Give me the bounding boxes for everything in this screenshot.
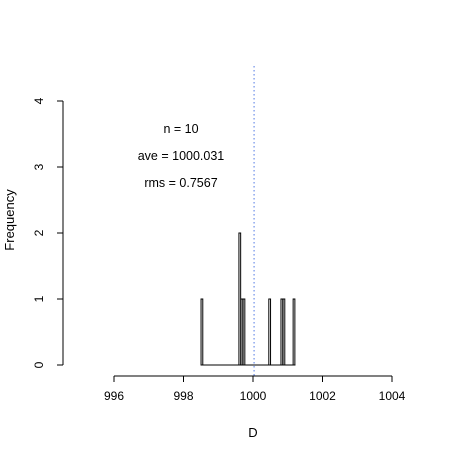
x-axis-label: D: [248, 425, 257, 440]
annotation-rms: rms = 0.7567: [144, 176, 217, 190]
x-tick-label: 996: [104, 389, 124, 403]
histogram-bar: [200, 298, 204, 366]
x-tick-label: 1002: [309, 389, 336, 403]
x-tick-label: 998: [173, 389, 193, 403]
histogram-bars: [200, 232, 296, 366]
histogram-bar: [292, 298, 296, 366]
histogram-bar: [282, 298, 286, 366]
y-tick-label: 0: [32, 361, 46, 368]
x-tick-label: 1000: [240, 389, 267, 403]
y-axis-label: Frequency: [2, 189, 17, 251]
y-tick-label: 2: [32, 229, 46, 236]
y-tick-label: 1: [32, 295, 46, 302]
histogram-bar: [240, 298, 244, 366]
histogram-bar: [242, 298, 246, 366]
annotation-n: n = 10: [163, 122, 198, 136]
histogram-bar: [268, 298, 272, 366]
y-tick-label: 4: [32, 97, 46, 104]
histogram-bar: [238, 232, 242, 366]
y-tick-label: 3: [32, 163, 46, 170]
annotation-ave: ave = 1000.031: [138, 149, 225, 163]
x-tick-label: 1004: [379, 389, 406, 403]
histogram-bar: [280, 298, 284, 366]
y-axis: 0 1 2 3 4: [32, 97, 64, 368]
x-axis: 996 998 1000 1002 1004: [104, 375, 406, 403]
